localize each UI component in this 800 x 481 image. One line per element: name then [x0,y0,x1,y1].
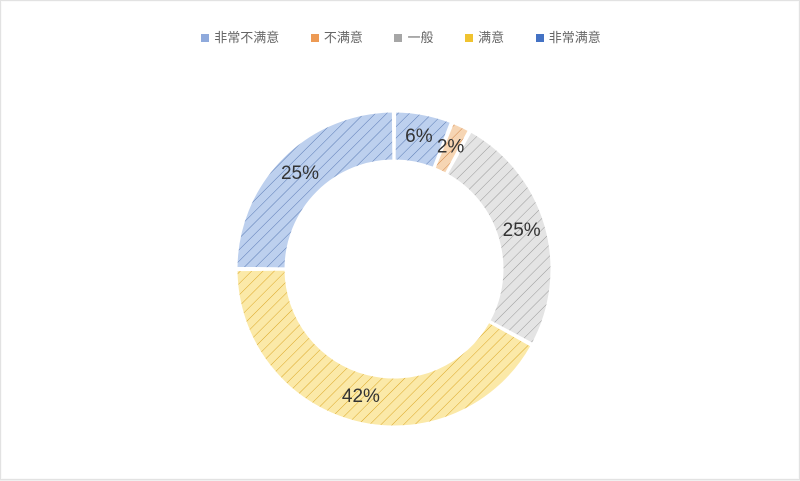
svg-text:25%: 25% [503,220,541,241]
svg-text:42%: 42% [342,386,380,407]
svg-text:25%: 25% [281,163,319,184]
svg-text:2%: 2% [437,137,465,158]
svg-text:6%: 6% [405,126,433,147]
